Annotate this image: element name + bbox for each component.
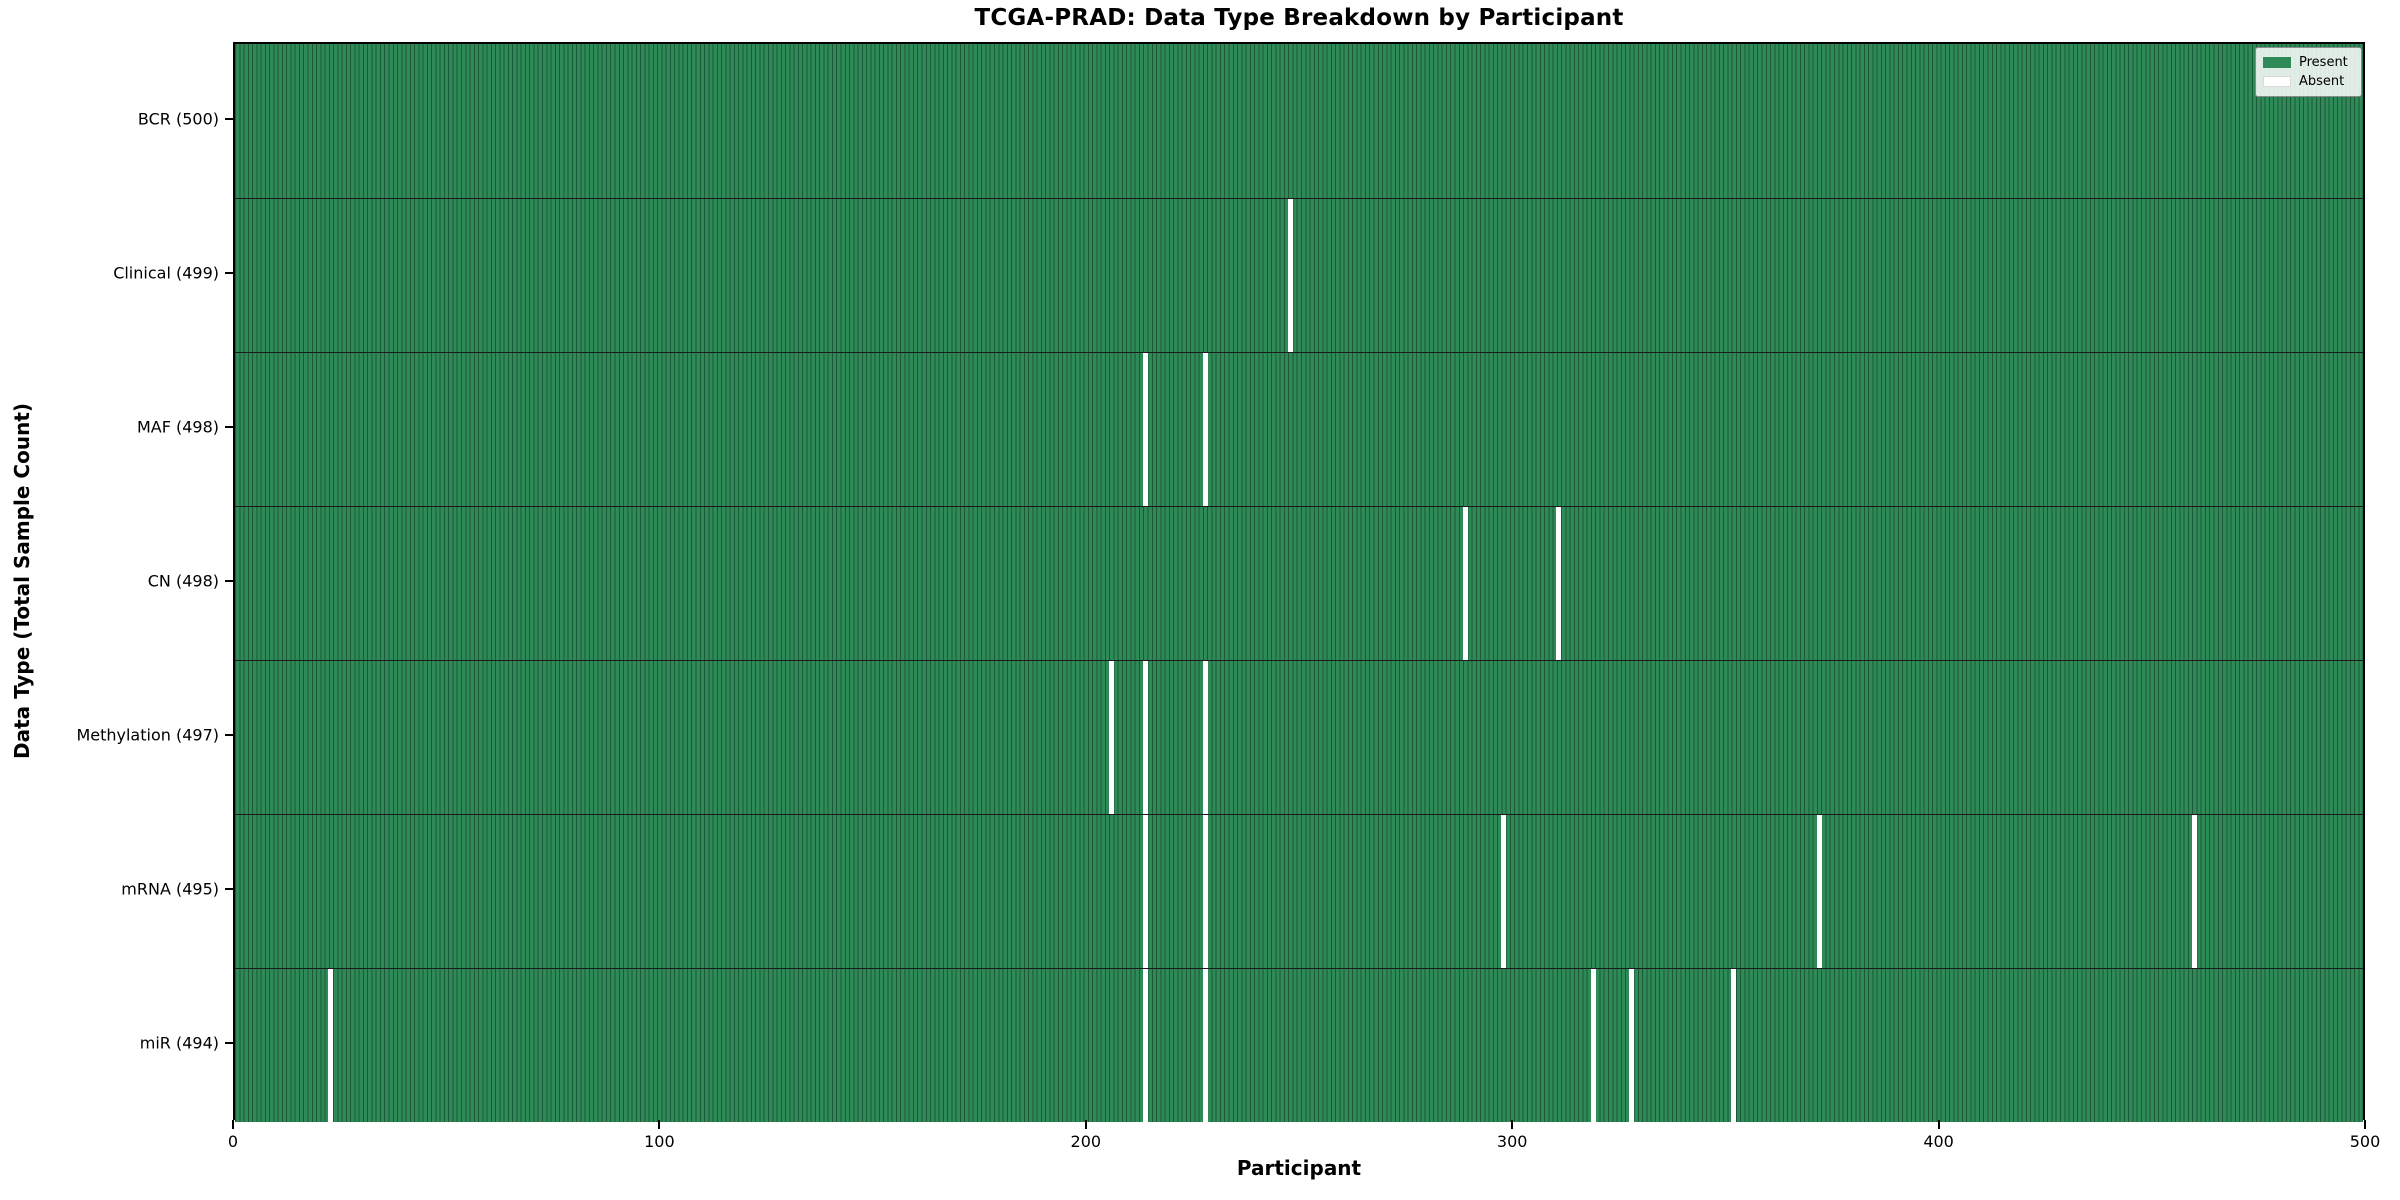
x-tick-label: 0 xyxy=(227,1132,239,1151)
absent-marker xyxy=(1287,199,1293,352)
x-tick xyxy=(1937,1120,1940,1129)
heatmap-row-bcr xyxy=(235,44,2363,198)
absent-marker xyxy=(1202,661,1208,814)
x-tick-label: 500 xyxy=(2349,1132,2381,1151)
absent-marker xyxy=(1628,969,1634,1122)
heatmap-row-mir xyxy=(235,968,2363,1122)
legend-absent-label: Absent xyxy=(2299,74,2345,89)
y-tick xyxy=(225,426,233,428)
y-tick-label: MAF (498) xyxy=(136,417,219,437)
heatmap-row-mrna xyxy=(235,814,2363,968)
chart-title: TCGA-PRAD: Data Type Breakdown by Partic… xyxy=(974,5,1624,31)
x-tick-label: 400 xyxy=(1923,1132,1954,1151)
x-tick xyxy=(658,1120,661,1129)
legend-present-label: Present xyxy=(2299,55,2348,70)
absent-marker xyxy=(1108,661,1114,814)
absent-marker xyxy=(1731,969,1737,1122)
absent-marker xyxy=(2191,815,2197,968)
absent-marker xyxy=(1142,969,1148,1122)
heatmap-row-cn xyxy=(235,506,2363,660)
legend-absent-swatch xyxy=(2263,76,2291,87)
legend-item-present: Present xyxy=(2263,53,2354,72)
absent-marker xyxy=(1556,507,1562,660)
absent-marker xyxy=(1590,969,1596,1122)
absent-marker xyxy=(1202,969,1208,1122)
y-tick xyxy=(225,734,233,736)
heatmap-row-maf xyxy=(235,352,2363,506)
x-tick-label: 300 xyxy=(1496,1132,1528,1151)
absent-marker xyxy=(1501,815,1506,968)
absent-marker xyxy=(1142,815,1148,968)
absent-marker xyxy=(1462,507,1468,660)
y-tick-label: Methylation (497) xyxy=(76,725,219,745)
y-tick xyxy=(225,272,233,274)
legend-present-swatch xyxy=(2263,57,2291,68)
legend-item-absent: Absent xyxy=(2263,72,2354,91)
legend: Present Absent xyxy=(2255,47,2362,97)
y-tick-label: CN (498) xyxy=(147,571,219,591)
absent-marker xyxy=(1816,815,1822,968)
heatmap-row-clinical xyxy=(235,198,2363,352)
x-tick-label: 200 xyxy=(1070,1132,1102,1151)
absent-marker xyxy=(1202,353,1208,506)
y-tick xyxy=(225,118,233,120)
y-tick-label: mRNA (495) xyxy=(121,879,219,899)
absent-marker xyxy=(1142,353,1148,506)
y-tick xyxy=(225,1042,233,1044)
y-tick-label: miR (494) xyxy=(139,1033,219,1053)
x-tick xyxy=(232,1120,234,1129)
heatmap-row-methylation xyxy=(235,660,2363,814)
absent-marker xyxy=(328,969,334,1122)
absent-marker xyxy=(1202,815,1208,968)
absent-marker xyxy=(1142,661,1148,814)
y-tick xyxy=(225,888,233,890)
plot-area xyxy=(233,42,2365,1122)
y-tick xyxy=(225,580,233,582)
y-tick-label: BCR (500) xyxy=(137,109,219,129)
x-tick xyxy=(1511,1120,1514,1129)
x-tick xyxy=(1084,1120,1087,1129)
y-tick-label: Clinical (499) xyxy=(113,263,219,283)
x-tick xyxy=(2364,1120,2366,1129)
x-axis-title: Participant xyxy=(1236,1156,1362,1180)
x-tick-label: 100 xyxy=(644,1132,675,1151)
